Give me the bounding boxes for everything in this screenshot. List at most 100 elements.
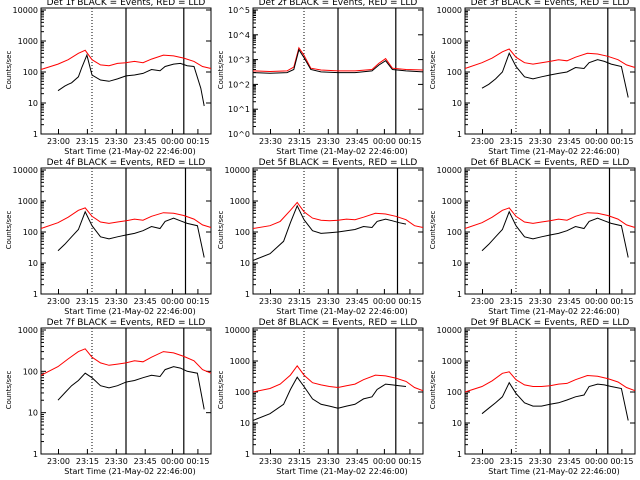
events-series-line <box>481 52 629 98</box>
y-tick-label: 10 <box>452 419 462 428</box>
y-tick-label: 1 <box>457 290 462 299</box>
x-tick-label: 23:15 <box>76 457 99 466</box>
x-tick-label: 23:15 <box>76 137 99 146</box>
y-tick-label: 10 <box>28 409 38 418</box>
chart-panel-3: Det 3f BLACK = Events, RED = LLD 1 10 100 10… <box>429 0 636 156</box>
x-tick-label: 23:15 <box>500 457 523 466</box>
chart-panel-5: Det 5f BLACK = Events, RED = LLD 1 10 100 10… <box>217 158 424 316</box>
y-axis-label: Counts/sec <box>429 51 437 90</box>
y-tick-label: 1000 <box>442 197 462 206</box>
x-tick-label: 00:15 <box>186 137 209 146</box>
x-tick-label: 23:45 <box>346 457 369 466</box>
y-tick-label: 1000 <box>230 197 250 206</box>
x-tick-label: 23:45 <box>134 137 157 146</box>
y-tick-label: 1000 <box>230 357 250 366</box>
x-tick-label: 23:30 <box>317 137 340 146</box>
chart-panel-1: Det 1f BLACK = Events, RED = LLD 1 10 100 10… <box>5 0 212 156</box>
x-tick-label: 00:15 <box>610 137 633 146</box>
x-tick-label: 23:45 <box>558 137 581 146</box>
chart-panel-6: Det 6f BLACK = Events, RED = LLD 1 10 100 10… <box>429 158 636 316</box>
chart-title: Det 1f BLACK = Events, RED = LLD <box>47 0 206 8</box>
chart-panel-8: Det 8f BLACK = Events, RED = LLD 1 10 100 10… <box>217 318 424 476</box>
x-tick-label: 23:45 <box>134 457 157 466</box>
x-tick-label: 23:30 <box>317 297 340 306</box>
events-series-line <box>481 381 629 421</box>
y-tick-label: 1 <box>33 290 38 299</box>
y-tick-label: 10000 <box>437 6 462 15</box>
chart-title: Det 4f BLACK = Events, RED = LLD <box>47 158 206 168</box>
chart-panel-7: Det 7f BLACK = Events, RED = LLD 1 10 100 10… <box>5 318 212 476</box>
events-series-line <box>57 210 205 258</box>
y-tick-label: 1 <box>457 130 462 139</box>
x-tick-label: 23:45 <box>346 137 369 146</box>
y-tick-label: 10000 <box>13 6 38 15</box>
y-tick-label: 10000 <box>437 326 462 335</box>
x-tick-label: 23:45 <box>134 297 157 306</box>
y-tick-label: 10 <box>240 259 250 268</box>
x-tick-label: 00:15 <box>398 137 421 146</box>
y-tick-label: 1 <box>33 130 38 139</box>
y-axis-label: Counts/sec <box>217 371 225 410</box>
events-series-line <box>57 53 205 107</box>
y-tick-label: 1 <box>457 450 462 459</box>
x-axis-label: Start Time (21-May-02 22:46:00) <box>64 307 195 316</box>
x-tick-label: 23:15 <box>288 137 311 146</box>
x-tick-label: 23:30 <box>105 297 128 306</box>
x-tick-label: 23:45 <box>558 297 581 306</box>
y-tick-label: 10^5 <box>228 6 250 15</box>
x-axis-label: Start Time (21-May-02 22:46:00) <box>488 307 619 316</box>
chart-panel-9: Det 9f BLACK = Events, RED = LLD 1 10 100 10… <box>429 318 636 476</box>
y-axis-label: Counts/sec <box>429 371 437 410</box>
x-tick-label: 00:00 <box>585 457 608 466</box>
y-tick-label: 10 <box>28 99 38 108</box>
x-tick-label: 00:15 <box>610 457 633 466</box>
x-tick-label: 23:30 <box>317 457 340 466</box>
lld-series-line <box>464 48 636 69</box>
x-axis-label: Start Time (21-May-02 22:46:00) <box>488 147 619 156</box>
y-axis-label: Counts/sec <box>217 211 225 250</box>
x-tick-label: 00:00 <box>161 457 184 466</box>
x-tick-label: 00:00 <box>585 297 608 306</box>
x-tick-label: 23:45 <box>346 297 369 306</box>
x-tick-label: 23:15 <box>76 297 99 306</box>
y-tick-label: 1 <box>245 290 250 299</box>
x-axis-label: Start Time (21-May-02 22:46:00) <box>488 467 619 476</box>
lld-series-line <box>40 207 212 229</box>
y-axis-label: Counts/sec <box>5 51 13 90</box>
y-tick-label: 100 <box>23 367 38 376</box>
y-tick-label: 100 <box>235 388 250 397</box>
x-tick-label: 00:15 <box>398 457 421 466</box>
x-tick-label: 23:30 <box>529 457 552 466</box>
y-tick-label: 1000 <box>18 326 38 335</box>
y-tick-label: 1 <box>245 450 250 459</box>
chart-panel-2: Det 2f BLACK = Events, RED = LLD 10^0 10^1… <box>217 0 424 156</box>
x-tick-label: 23:15 <box>288 457 311 466</box>
y-tick-label: 10 <box>240 419 250 428</box>
x-tick-label: 23:15 <box>500 137 523 146</box>
y-tick-label: 10 <box>28 259 38 268</box>
chart-title: Det 8f BLACK = Events, RED = LLD <box>259 318 418 328</box>
x-tick-label: 23:30 <box>259 457 282 466</box>
y-tick-label: 10^0 <box>228 130 250 139</box>
x-tick-label: 23:30 <box>105 457 128 466</box>
x-axis-label: Start Time (21-May-02 22:46:00) <box>276 467 407 476</box>
x-tick-label: 00:00 <box>373 137 396 146</box>
x-axis-label: Start Time (21-May-02 22:46:00) <box>276 147 407 156</box>
x-tick-label: 23:30 <box>259 297 282 306</box>
x-tick-label: 23:00 <box>47 137 70 146</box>
chart-title: Det 3f BLACK = Events, RED = LLD <box>471 0 630 8</box>
x-tick-label: 00:00 <box>161 297 184 306</box>
x-axis-label: Start Time (21-May-02 22:46:00) <box>64 467 195 476</box>
x-tick-label: 00:00 <box>585 137 608 146</box>
x-tick-label: 00:15 <box>186 457 209 466</box>
x-axis-label: Start Time (21-May-02 22:46:00) <box>64 147 195 156</box>
x-tick-label: 23:30 <box>259 137 282 146</box>
y-tick-label: 100 <box>447 388 462 397</box>
events-series-line <box>252 376 407 421</box>
y-tick-label: 10000 <box>13 166 38 175</box>
x-tick-label: 23:15 <box>500 297 523 306</box>
y-axis-label: Counts/sec <box>217 51 225 90</box>
x-tick-label: 23:30 <box>529 137 552 146</box>
y-tick-label: 10^1 <box>228 105 250 114</box>
